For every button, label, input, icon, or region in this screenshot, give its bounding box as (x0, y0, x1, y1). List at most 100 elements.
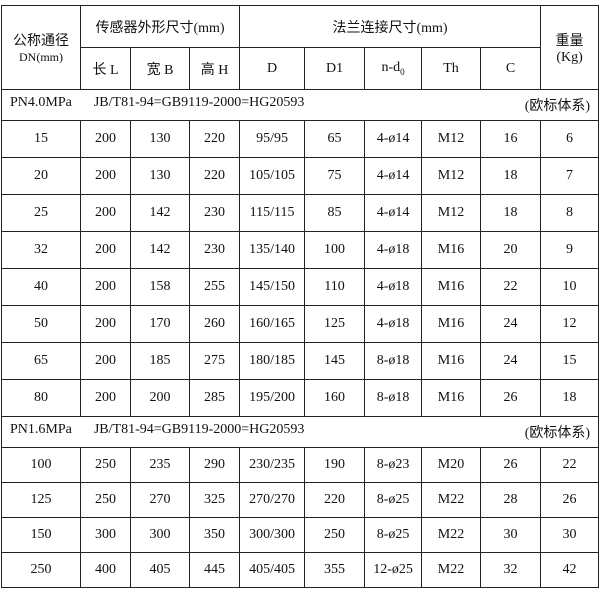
column-header-d: D (239, 47, 306, 90)
table-row: 15 200 130 220 95/95 65 4-ø14 M12 16 6 (1, 120, 600, 158)
table-cell: 4-ø18 (364, 305, 423, 343)
column-header-c: C (480, 47, 542, 90)
table-cell: 250 (80, 447, 131, 483)
table-cell: 200 (80, 379, 131, 417)
table-cell: 42 (540, 552, 600, 588)
table-cell: M22 (421, 517, 482, 553)
table-cell: 250 (304, 517, 366, 553)
table-cell: 300 (130, 517, 190, 553)
table-cell: 20 (1, 157, 81, 195)
table-cell: 100 (1, 447, 81, 483)
table-cell: 28 (480, 482, 542, 518)
table-cell: 200 (80, 157, 131, 195)
table-cell: 325 (188, 482, 241, 518)
table-cell: 8-ø23 (364, 447, 423, 483)
table-cell: M16 (421, 305, 482, 343)
table-cell: 200 (80, 305, 131, 343)
table-row: 100 250 235 290 230/235 190 8-ø23 M20 26 22 (1, 447, 600, 483)
table-cell: 160 (304, 379, 366, 417)
flange-dimension-table: 公称通径 DN(mm) 传感器外形尺寸(mm) 法兰连接尺寸(mm) 重量 (Kg)… (0, 5, 600, 588)
table-cell: 405/405 (239, 552, 306, 588)
table-cell: M16 (421, 342, 482, 380)
table-cell: 85 (304, 194, 366, 232)
flange-dimension-header: 法兰连接尺寸(mm) (239, 5, 542, 48)
table-cell: 255 (188, 268, 241, 306)
table-cell: 200 (80, 194, 131, 232)
table-cell: 4-ø14 (364, 194, 423, 232)
table-cell: 24 (480, 305, 542, 343)
table-cell: 26 (540, 482, 600, 518)
table-cell: 9 (540, 231, 600, 269)
table-row: 125 250 270 325 270/270 220 8-ø25 M22 28 26 (1, 482, 600, 518)
table-cell: 32 (480, 552, 542, 588)
table-cell: 7 (540, 157, 600, 195)
column-header-n-d0: n-d0 (364, 47, 423, 90)
table-cell: 300 (80, 517, 131, 553)
table-cell: 230 (188, 231, 241, 269)
table-row: 80 200 200 285 195/200 160 8-ø18 M16 26 18 (1, 379, 600, 417)
pressure-section-row: PN4.0MPa JB/T81-94=GB9119-2000=HG20593 (欧标… (0, 89, 600, 121)
table-cell: 142 (130, 194, 190, 232)
table-cell: 22 (540, 447, 600, 483)
table-cell: 130 (130, 157, 190, 195)
table-cell: 15 (540, 342, 600, 380)
pressure-rating: PN1.6MPa (10, 422, 72, 437)
table-cell: M12 (421, 157, 482, 195)
table-cell: 75 (304, 157, 366, 195)
table-cell: 8-ø18 (364, 379, 423, 417)
table-cell: 445 (188, 552, 241, 588)
table-cell: 15 (1, 120, 81, 158)
weight-header: 重量 (Kg) (540, 5, 600, 90)
table-cell: M12 (421, 120, 482, 158)
table-cell: 20 (480, 231, 542, 269)
standard-system: (欧标体系) (524, 99, 591, 114)
table-cell: 285 (188, 379, 241, 417)
table-row: 50 200 170 260 160/165 125 4-ø18 M16 24 12 (1, 305, 600, 343)
table-row: 25 200 142 230 115/115 85 4-ø14 M12 18 8 (1, 194, 600, 232)
table-cell: M16 (421, 379, 482, 417)
table-row: 40 200 158 255 145/150 110 4-ø18 M16 22 10 (1, 268, 600, 306)
standard-code: JB/T81-94=GB9119-2000=HG20593 (93, 422, 305, 437)
table-cell: 195/200 (239, 379, 306, 417)
table-cell: 8-ø25 (364, 517, 423, 553)
column-header-height: 高 H (188, 47, 241, 90)
table-cell: 180/185 (239, 342, 306, 380)
table-cell: M12 (421, 194, 482, 232)
table-cell: 32 (1, 231, 81, 269)
table-cell: 220 (188, 157, 241, 195)
table-cell: 8 (540, 194, 600, 232)
table-cell: 220 (188, 120, 241, 158)
table-cell: 24 (480, 342, 542, 380)
table-cell: 125 (1, 482, 81, 518)
table-cell: 8-ø18 (364, 342, 423, 380)
standard-system: (欧标体系) (524, 426, 591, 441)
table-cell: 30 (480, 517, 542, 553)
table-cell: 40 (1, 268, 81, 306)
standard-code: JB/T81-94=GB9119-2000=HG20593 (93, 95, 305, 110)
table-cell: 125 (304, 305, 366, 343)
table-cell: 110 (304, 268, 366, 306)
table-cell: 8-ø25 (364, 482, 423, 518)
table-cell: 130 (130, 120, 190, 158)
table-cell: 220 (304, 482, 366, 518)
table-cell: 270 (130, 482, 190, 518)
table-cell: 355 (304, 552, 366, 588)
table-cell: 4-ø18 (364, 268, 423, 306)
table-cell: 30 (540, 517, 600, 553)
table-cell: 158 (130, 268, 190, 306)
table-cell: 18 (480, 194, 542, 232)
table-row: 250 400 405 445 405/405 355 12-ø25 M22 32 42 (1, 552, 600, 588)
table-cell: 16 (480, 120, 542, 158)
column-header-d1: D1 (304, 47, 366, 90)
table-cell: 275 (188, 342, 241, 380)
column-header-width: 宽 B (130, 47, 190, 90)
table-cell: 250 (80, 482, 131, 518)
table-cell: 405 (130, 552, 190, 588)
table-cell: 300/300 (239, 517, 306, 553)
table-row: 65 200 185 275 180/185 145 8-ø18 M16 24 15 (1, 342, 600, 380)
table-cell: 65 (1, 342, 81, 380)
table-cell: 230/235 (239, 447, 306, 483)
table-cell: 12 (540, 305, 600, 343)
table-cell: 185 (130, 342, 190, 380)
table-cell: 4-ø14 (364, 157, 423, 195)
